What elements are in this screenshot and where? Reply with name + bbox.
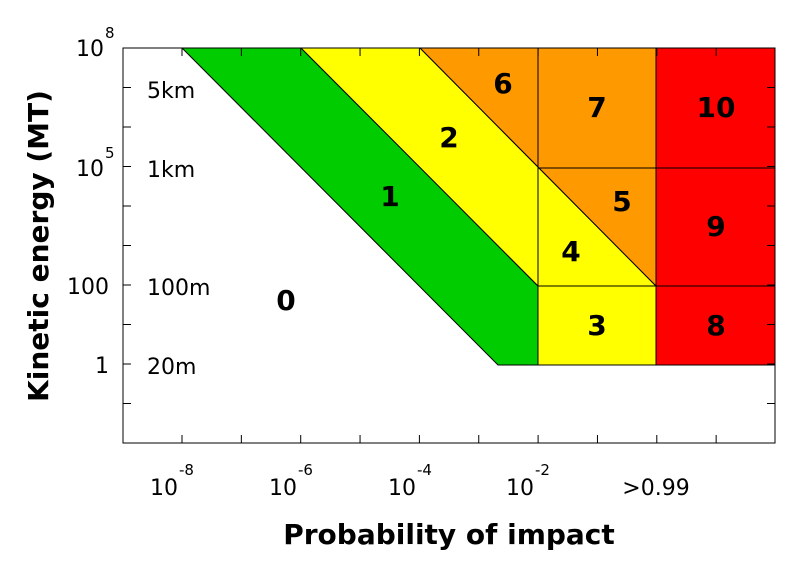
region-label: 2 bbox=[439, 121, 458, 154]
region-label: 9 bbox=[706, 210, 725, 243]
y-axis-label: Kinetic energy (MT) bbox=[22, 90, 55, 402]
size-label: 20m bbox=[147, 355, 196, 380]
y-tick-label: 1 bbox=[95, 354, 109, 379]
x-tick-label: 10 bbox=[269, 476, 297, 501]
region-label: 6 bbox=[493, 67, 512, 100]
x-tick-exponent: -6 bbox=[298, 461, 313, 479]
region-label: 8 bbox=[706, 309, 725, 342]
size-label: 5km bbox=[147, 79, 195, 104]
x-tick-label: >0.99 bbox=[622, 476, 689, 501]
y-tick-label: 100 bbox=[67, 275, 109, 300]
x-axis-label: Probability of impact bbox=[283, 518, 615, 551]
red-zone bbox=[655, 47, 776, 366]
x-tick-exponent: -4 bbox=[417, 461, 432, 479]
y-tick-label: 10 bbox=[76, 157, 104, 182]
region-label: 5 bbox=[612, 185, 631, 218]
region-label: 7 bbox=[587, 91, 606, 124]
regions bbox=[180, 47, 776, 366]
tick-marks bbox=[123, 48, 775, 443]
labels: 10-810-610-410-2>0.9910810510015km1km100… bbox=[67, 24, 735, 501]
x-tick-label: 10 bbox=[506, 476, 534, 501]
region-label: 4 bbox=[561, 235, 580, 268]
region-label: 10 bbox=[697, 91, 736, 124]
size-label: 1km bbox=[147, 158, 195, 183]
x-tick-exponent: -8 bbox=[179, 461, 194, 479]
region-label: 1 bbox=[380, 180, 399, 213]
size-label: 100m bbox=[147, 276, 210, 301]
y-tick-exponent: 8 bbox=[105, 24, 115, 42]
y-tick-label: 10 bbox=[76, 37, 104, 62]
y-tick-exponent: 5 bbox=[105, 144, 115, 162]
region-label: 3 bbox=[587, 309, 606, 342]
region-label: 0 bbox=[276, 284, 295, 317]
x-tick-label: 10 bbox=[388, 476, 416, 501]
x-tick-exponent: -2 bbox=[535, 461, 550, 479]
x-tick-label: 10 bbox=[150, 476, 178, 501]
